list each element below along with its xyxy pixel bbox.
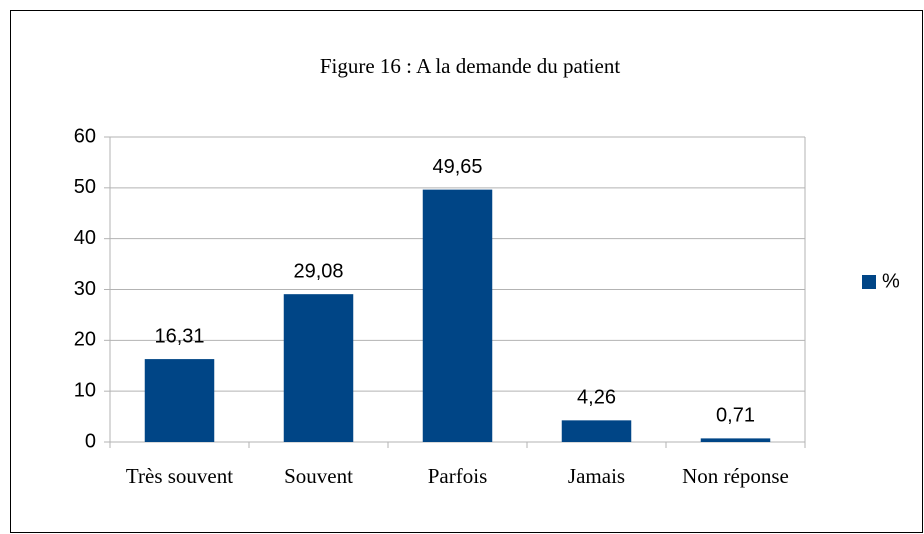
y-tick-label: 30: [74, 278, 96, 300]
y-tick-label: 50: [74, 176, 96, 198]
x-tick-label: Souvent: [284, 464, 353, 488]
bar: [422, 189, 493, 442]
y-tick-label: 60: [74, 125, 96, 147]
x-tick-label: Jamais: [568, 464, 625, 488]
x-tick-label: Non réponse: [682, 464, 789, 488]
y-tick-label: 40: [74, 227, 96, 249]
y-tick-label: 10: [74, 379, 96, 401]
value-label: 4,26: [577, 387, 616, 409]
value-label: 0,71: [716, 405, 755, 427]
y-tick-label: 0: [85, 430, 96, 452]
value-label: 49,65: [432, 156, 482, 178]
bar: [700, 438, 771, 442]
value-label: 16,31: [154, 325, 204, 347]
value-label: 29,08: [293, 260, 343, 282]
x-tick-label: Très souvent: [126, 464, 233, 488]
chart-title: Figure 16 : A la demande du patient: [320, 54, 621, 78]
bar: [144, 359, 215, 442]
y-tick-label: 20: [74, 329, 96, 351]
bar: [283, 294, 354, 442]
legend-label: %: [882, 270, 900, 292]
legend-swatch: [862, 275, 876, 289]
x-tick-label: Parfois: [428, 464, 488, 488]
bar: [561, 420, 632, 442]
